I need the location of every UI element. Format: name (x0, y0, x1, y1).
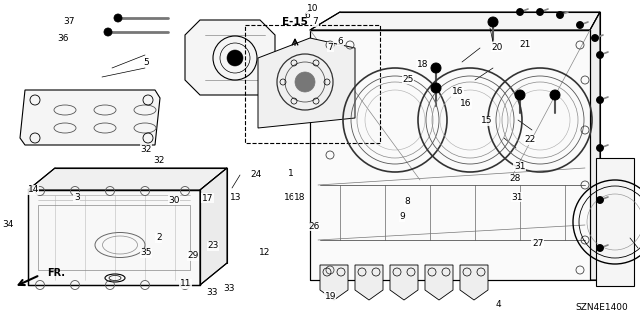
Text: 19: 19 (324, 292, 336, 300)
Circle shape (596, 244, 604, 251)
Polygon shape (355, 265, 383, 300)
Text: 12: 12 (259, 248, 271, 257)
Text: 11: 11 (180, 279, 191, 288)
Circle shape (596, 145, 604, 152)
Circle shape (515, 90, 525, 100)
Text: 18: 18 (294, 193, 305, 202)
Text: 33: 33 (223, 284, 235, 293)
Text: 17: 17 (202, 194, 213, 203)
Text: SZN4E1400: SZN4E1400 (575, 303, 628, 313)
Text: 9: 9 (399, 212, 404, 221)
Text: 16: 16 (460, 99, 472, 108)
Text: 1: 1 (289, 169, 294, 178)
Text: 21: 21 (519, 40, 531, 48)
Circle shape (431, 83, 441, 93)
Text: 4: 4 (495, 300, 500, 309)
Polygon shape (28, 190, 200, 285)
Text: 7: 7 (313, 17, 318, 26)
Circle shape (596, 51, 604, 58)
Text: 36: 36 (57, 34, 68, 43)
Text: 34: 34 (2, 220, 13, 229)
Text: 29: 29 (188, 251, 199, 260)
Text: 22: 22 (524, 135, 536, 144)
Bar (596, 158, 634, 286)
Polygon shape (310, 12, 600, 30)
Text: 2: 2 (156, 233, 161, 242)
Text: 6: 6 (305, 11, 310, 20)
Circle shape (227, 50, 243, 66)
Circle shape (591, 34, 598, 41)
Text: 15: 15 (481, 116, 492, 125)
Bar (245, 25, 380, 143)
Text: 30: 30 (168, 196, 180, 205)
Text: 23: 23 (207, 241, 219, 250)
Polygon shape (185, 20, 275, 95)
Text: 5: 5 (143, 58, 148, 67)
Polygon shape (310, 30, 590, 280)
Bar (38, 205, 190, 270)
Text: 32: 32 (153, 156, 164, 165)
Text: 24: 24 (250, 170, 262, 179)
Text: 18: 18 (417, 60, 428, 69)
Polygon shape (425, 265, 453, 300)
Polygon shape (28, 168, 227, 190)
Circle shape (114, 14, 122, 22)
Text: 8: 8 (404, 197, 410, 206)
Polygon shape (390, 265, 418, 300)
Circle shape (596, 197, 604, 204)
Text: 26: 26 (308, 222, 319, 231)
Circle shape (295, 72, 315, 92)
Text: 3: 3 (74, 193, 79, 202)
Text: 27: 27 (532, 239, 543, 248)
Polygon shape (460, 265, 488, 300)
Text: FR.: FR. (47, 268, 65, 278)
Polygon shape (200, 168, 227, 285)
Text: 28: 28 (509, 174, 521, 183)
Text: 13: 13 (230, 193, 241, 202)
Circle shape (550, 90, 560, 100)
Circle shape (536, 9, 543, 16)
Text: 31: 31 (511, 193, 523, 202)
Text: E-15: E-15 (282, 17, 308, 27)
Text: 7: 7 (328, 43, 333, 52)
Text: 16: 16 (452, 87, 463, 96)
Circle shape (596, 97, 604, 103)
Polygon shape (258, 38, 355, 128)
Circle shape (557, 11, 563, 19)
Text: 6: 6 (338, 37, 343, 46)
Polygon shape (320, 265, 348, 300)
Text: 16: 16 (284, 193, 295, 202)
Circle shape (488, 17, 498, 27)
Text: 25: 25 (403, 75, 414, 84)
Text: 33: 33 (207, 288, 218, 297)
Text: 37: 37 (63, 17, 75, 26)
Text: 35: 35 (140, 248, 152, 257)
Circle shape (577, 21, 584, 28)
Text: 20: 20 (491, 43, 502, 52)
Circle shape (104, 28, 112, 36)
Circle shape (516, 9, 524, 16)
Circle shape (431, 63, 441, 73)
Text: 31: 31 (514, 162, 525, 171)
Text: 14: 14 (28, 185, 39, 194)
Polygon shape (590, 12, 600, 280)
Polygon shape (20, 90, 160, 145)
Text: 10: 10 (307, 4, 318, 13)
Text: 32: 32 (140, 145, 152, 154)
